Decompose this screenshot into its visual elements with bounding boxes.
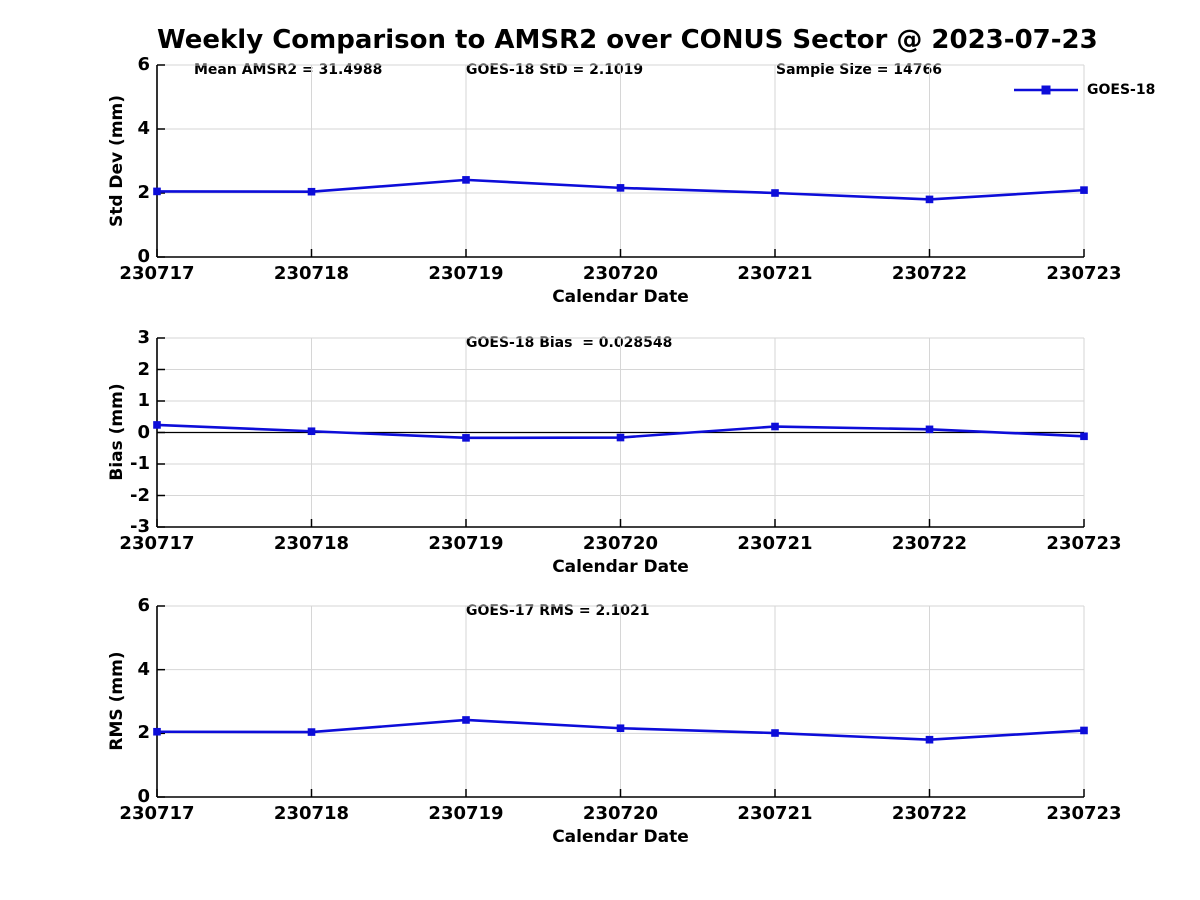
y-tick-label: 2: [137, 722, 150, 744]
std_dev-marker: [925, 195, 934, 204]
bias-marker: [462, 434, 470, 442]
x-tick-label: 230721: [737, 533, 813, 554]
y-tick-label: 0: [137, 246, 150, 267]
rms-marker: [771, 729, 779, 737]
x-tick-label: 230722: [891, 803, 968, 824]
x-tick-label: 230717: [119, 533, 195, 554]
x-tick-label: 230717: [119, 263, 195, 284]
x-tick-label: 230718: [273, 533, 350, 554]
y-tick-label: -2: [130, 484, 150, 506]
legend: GOES-18: [1013, 82, 1155, 98]
y-tick-label: 1: [137, 390, 150, 411]
std_dev-marker: [153, 187, 161, 196]
std_dev-marker: [771, 189, 779, 197]
x-tick-label: 230721: [737, 263, 813, 284]
std_dev-marker: [1080, 186, 1088, 194]
x-tick-label: 230719: [428, 803, 504, 824]
annotation-goes18-bias: GOES-18 Bias = 0.028548: [466, 335, 673, 351]
std_dev-marker: [462, 176, 470, 184]
annotation-goes18-std: GOES-18 StD = 2.1019: [466, 62, 644, 78]
legend-label: GOES-18: [1087, 82, 1156, 98]
bias-marker: [771, 422, 779, 431]
y-tick-label: 0: [137, 421, 150, 443]
y-tick-label: 0: [137, 786, 150, 807]
x-axis-label-calendar-date-2: Calendar Date: [552, 557, 689, 577]
y-tick-label: 2: [137, 358, 150, 380]
bias-marker: [925, 425, 934, 434]
x-tick-label: 230719: [428, 263, 504, 284]
std_dev-marker: [616, 184, 625, 192]
y-tick-label: -3: [130, 516, 150, 537]
y-tick-label: 6: [137, 595, 150, 616]
y-tick-label: 4: [137, 118, 150, 139]
y-tick-label: 2: [137, 182, 150, 203]
x-tick-label: 230719: [428, 533, 504, 554]
x-tick-label: 230723: [1046, 803, 1122, 824]
bias-marker: [153, 421, 161, 429]
x-tick-label: 230718: [273, 803, 350, 824]
y-tick-label: 4: [137, 658, 150, 680]
page-title: Weekly Comparison to AMSR2 over CONUS Se…: [157, 25, 1098, 55]
rms-marker: [1080, 726, 1088, 735]
rms-marker: [307, 728, 316, 736]
std_dev-marker: [307, 187, 316, 196]
rms-marker: [462, 716, 470, 724]
x-tick-label: 230722: [891, 263, 968, 284]
x-tick-label: 230722: [891, 533, 968, 554]
x-tick-label: 230717: [119, 803, 195, 824]
x-tick-label: 230720: [582, 803, 659, 824]
bias-marker: [1080, 432, 1088, 441]
annotation-goes17-rms: GOES-17 RMS = 2.1021: [466, 603, 650, 619]
y-tick-label: 3: [137, 327, 150, 348]
legend-line-sample-icon: [1014, 85, 1078, 95]
x-tick-label: 230723: [1046, 263, 1122, 284]
rms-marker: [616, 724, 625, 733]
x-axis-label-calendar-date-3: Calendar Date: [552, 827, 689, 847]
x-tick-label: 230720: [582, 263, 659, 284]
x-tick-label: 230720: [582, 533, 659, 554]
y-tick-label: 6: [137, 54, 150, 75]
annotation-mean-amsr2: Mean AMSR2 = 31.4988: [194, 62, 383, 78]
bias-marker: [307, 427, 316, 436]
x-tick-label: 230718: [273, 263, 350, 284]
bias-marker: [616, 433, 625, 442]
x-tick-label: 230721: [737, 803, 813, 824]
x-tick-label: 230723: [1046, 533, 1122, 554]
x-axis-label-calendar-date-1: Calendar Date: [552, 287, 689, 307]
y-tick-label: -1: [130, 453, 150, 474]
rms-marker: [153, 727, 161, 736]
rms-marker: [925, 735, 934, 744]
